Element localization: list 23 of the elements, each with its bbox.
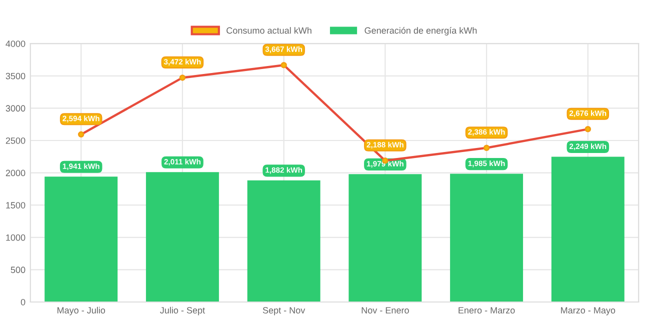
y-tick-label: 500 <box>10 266 26 274</box>
y-tick-label: 3500 <box>6 72 26 80</box>
legend-label: Consumo actual kWh <box>226 27 312 34</box>
y-tick-label: 2000 <box>6 170 26 176</box>
x-tick-label: Julio - Sept <box>160 306 205 316</box>
bar <box>551 156 624 302</box>
y-tick-label: 0 <box>20 298 26 306</box>
y-tick-label: 1500 <box>6 202 26 208</box>
y-tick-label: 1000 <box>6 234 26 241</box>
bar <box>44 176 118 302</box>
bar <box>450 174 524 302</box>
legend-label: Generación de energía kWh <box>364 26 477 36</box>
y-tick-label: 2500 <box>6 137 26 144</box>
bar <box>247 180 320 302</box>
x-tick-label: Nov - Enero <box>362 307 409 314</box>
x-tick-label: Enero - Marzo <box>458 307 515 314</box>
x-tick-label: Marzo - Mayo <box>561 307 616 316</box>
y-tick-label: 3000 <box>6 105 26 112</box>
x-tick-label: Sept - Nov <box>262 307 306 316</box>
bar <box>146 172 219 302</box>
bar <box>348 174 422 302</box>
x-tick-label: Mayo - Julio <box>58 306 106 316</box>
y-tick-label: 4000 <box>6 40 26 47</box>
